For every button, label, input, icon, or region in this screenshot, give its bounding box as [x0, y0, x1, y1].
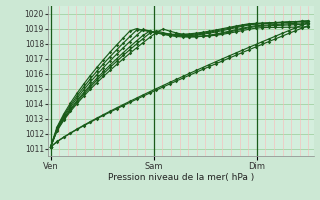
X-axis label: Pression niveau de la mer( hPa ): Pression niveau de la mer( hPa ): [108, 173, 254, 182]
